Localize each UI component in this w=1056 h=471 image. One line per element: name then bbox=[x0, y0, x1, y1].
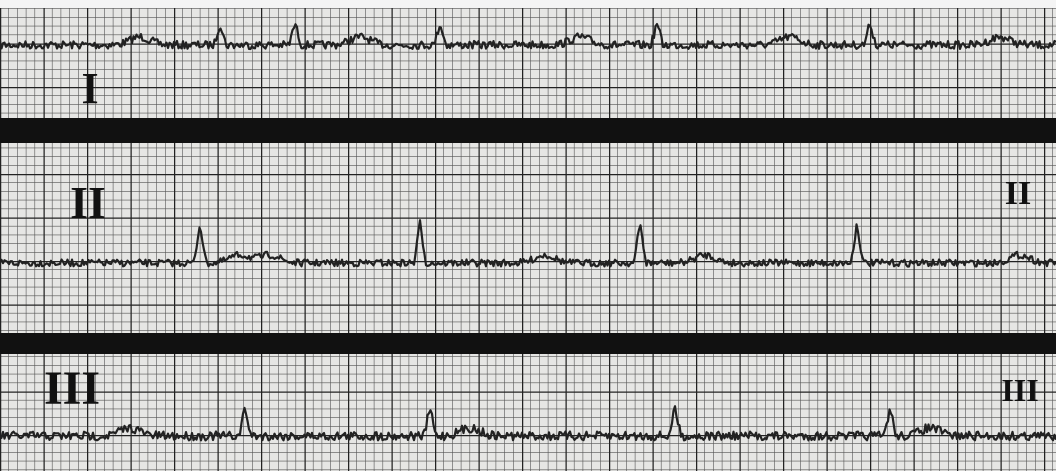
ecg-trace bbox=[0, 23, 1056, 51]
ecg-trace bbox=[0, 219, 1056, 268]
lead-label: III bbox=[1001, 372, 1038, 408]
traces bbox=[0, 23, 1056, 442]
top-margin bbox=[0, 0, 1056, 8]
separator-bar bbox=[0, 333, 1056, 354]
lead-label: III bbox=[44, 362, 100, 415]
lead-label: II bbox=[70, 177, 106, 228]
lead-label: II bbox=[1005, 175, 1031, 212]
lead-label: I bbox=[81, 64, 98, 113]
separator-bar bbox=[0, 118, 1056, 143]
ecg-trace bbox=[0, 405, 1056, 442]
